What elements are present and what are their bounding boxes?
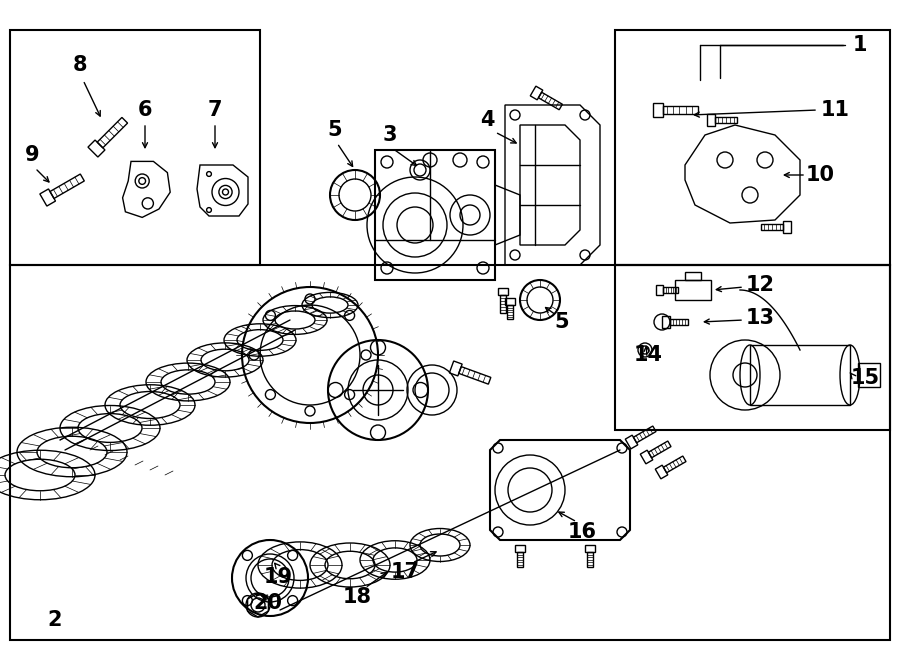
Text: 11: 11 [821, 100, 850, 120]
Text: 20: 20 [254, 593, 283, 613]
Bar [685, 272, 701, 280]
Bar [750, 345, 850, 405]
Bar [375, 150, 495, 280]
Text: 13: 13 [745, 308, 775, 328]
Text: 5: 5 [328, 120, 342, 140]
Text: 4: 4 [480, 110, 494, 130]
Text: 6: 6 [138, 100, 152, 120]
Bar [615, 30, 890, 265]
Text: 15: 15 [850, 368, 879, 388]
Bar [10, 265, 890, 640]
Text: 9: 9 [24, 145, 40, 165]
Text: 3: 3 [382, 125, 397, 145]
Bar [615, 265, 890, 430]
Text: 14: 14 [634, 345, 662, 365]
Text: 8: 8 [73, 55, 87, 75]
Bar [675, 280, 711, 300]
Text: 10: 10 [806, 165, 834, 185]
Text: 17: 17 [391, 562, 419, 582]
Text: 5: 5 [554, 312, 570, 332]
Text: 7: 7 [208, 100, 222, 120]
Text: 2: 2 [48, 610, 62, 630]
Text: 16: 16 [568, 522, 597, 542]
Text: 18: 18 [343, 587, 372, 607]
Text: 12: 12 [745, 275, 775, 295]
Text: 19: 19 [264, 567, 292, 587]
Bar [858, 363, 880, 387]
Bar [10, 30, 260, 265]
Text: 1: 1 [853, 35, 868, 55]
